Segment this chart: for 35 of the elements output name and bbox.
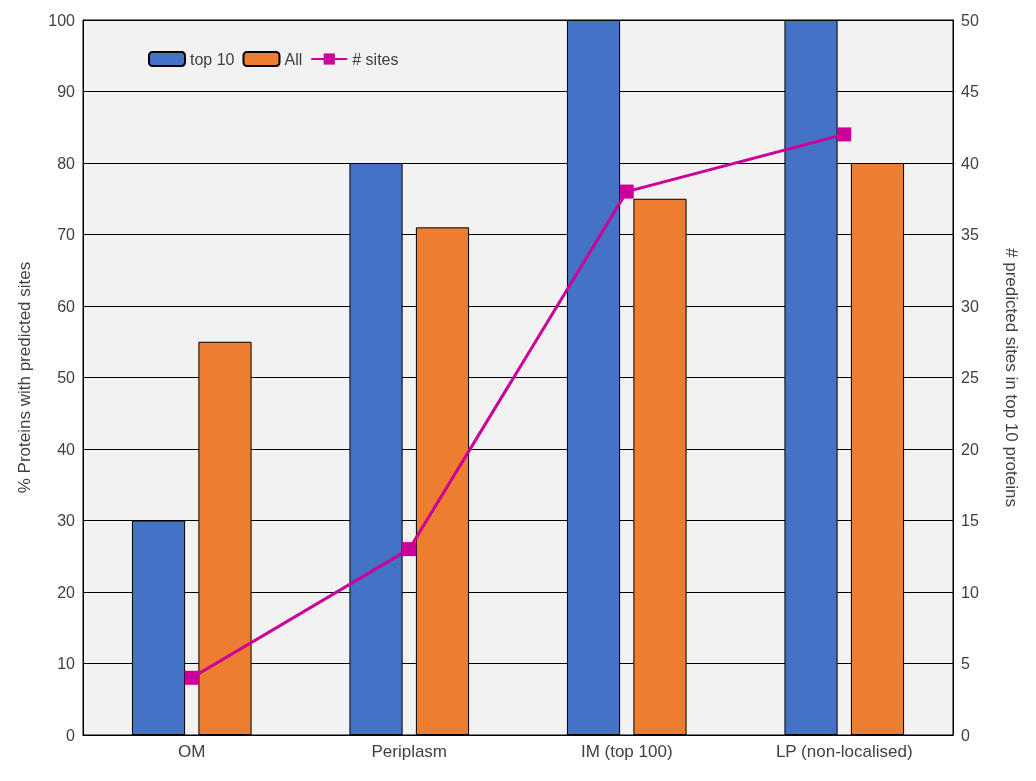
y-tick-label: 100 xyxy=(48,11,76,29)
y-axis-title: % Proteins with predicted sites xyxy=(15,261,34,494)
point xyxy=(402,542,417,557)
y2-tick-label: 15 xyxy=(961,512,979,529)
y2-tick-label: 20 xyxy=(961,440,979,458)
y2-tick-label: 40 xyxy=(961,154,979,172)
point xyxy=(184,670,199,685)
x-tick-label: OM xyxy=(178,742,206,761)
x-tick-label: Periplasm xyxy=(371,742,448,761)
point xyxy=(837,127,852,142)
y-tick-label: 20 xyxy=(57,583,76,601)
legend-label: All xyxy=(284,50,303,68)
y-tick-label: 90 xyxy=(57,83,76,100)
y-tick-label: 10 xyxy=(57,655,76,672)
y-tick-label: 50 xyxy=(57,369,76,386)
y-tick-label: 80 xyxy=(57,154,76,172)
y-tick-label: 70 xyxy=(57,226,76,243)
y2-tick-label: 25 xyxy=(961,369,979,386)
legend-label: # sites xyxy=(352,50,399,68)
y-tick-label: 30 xyxy=(57,512,76,529)
y2-tick-label: 50 xyxy=(961,11,979,29)
x-tick-label: LP (non-localised) xyxy=(775,742,913,761)
y2-tick-label: 35 xyxy=(961,226,979,243)
y-tick-label: 0 xyxy=(66,726,76,744)
y-tick-label: 60 xyxy=(57,297,76,315)
y2-tick-label: 5 xyxy=(961,655,970,672)
y2-tick-label: 30 xyxy=(961,297,979,315)
y-tick-label: 40 xyxy=(57,440,76,458)
legend-label: top 10 xyxy=(190,50,235,68)
y2-axis-title: # predicted sites in top 10 proteins xyxy=(1002,248,1021,507)
y2-tick-label: 10 xyxy=(961,583,979,601)
y2-tick-label: 0 xyxy=(961,726,970,744)
y2-tick-label: 45 xyxy=(961,83,979,100)
point xyxy=(619,184,634,199)
x-tick-label: IM (top 100) xyxy=(580,742,673,761)
